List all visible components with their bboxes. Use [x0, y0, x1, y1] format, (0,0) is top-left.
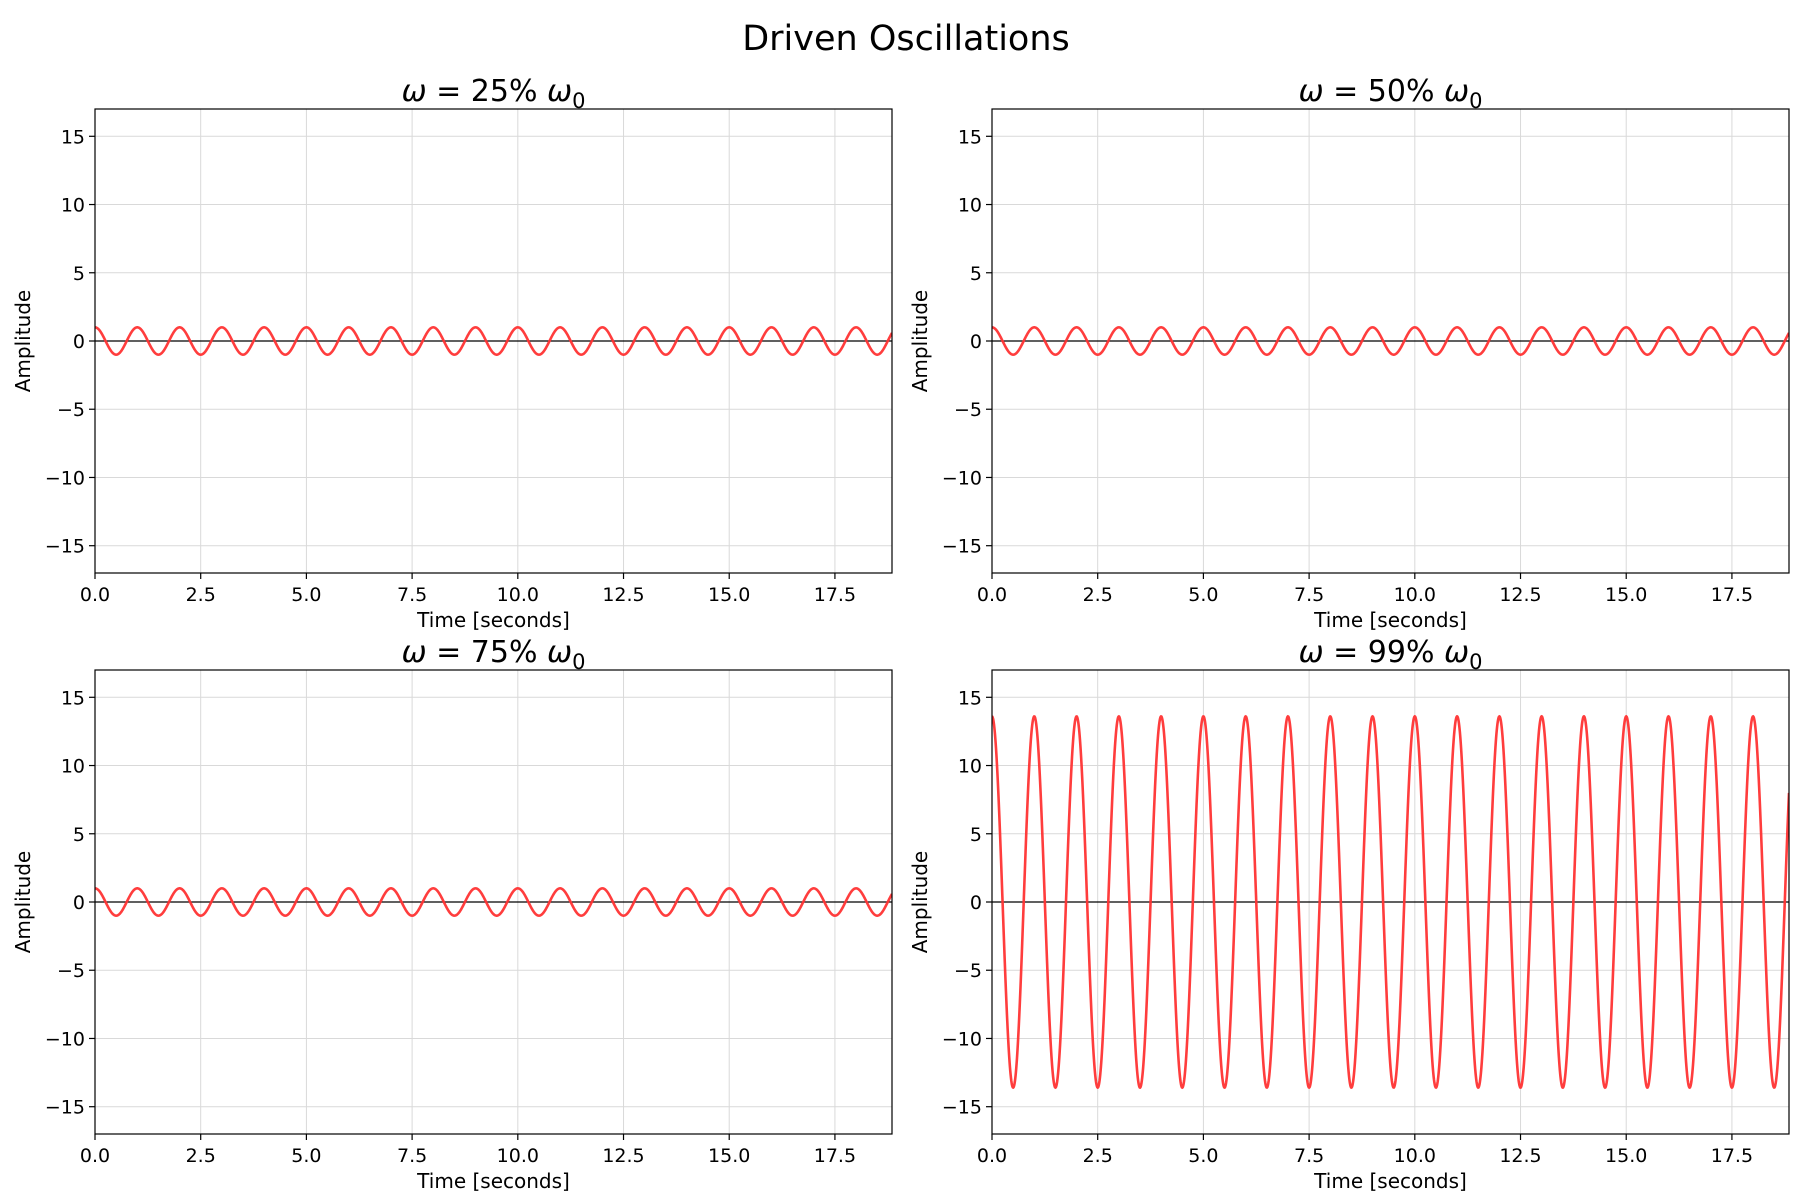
x-axis-label: Time [seconds] [1313, 608, 1467, 632]
x-tick-label: 7.5 [1294, 584, 1324, 606]
x-tick-label: 7.5 [397, 584, 427, 606]
x-tick-label: 5.0 [291, 1145, 321, 1167]
x-tick-label: 17.5 [814, 1145, 856, 1167]
x-tick-label: 7.5 [397, 1145, 427, 1167]
figure-title: Driven Oscillations [742, 19, 1070, 59]
y-tick-label: 5 [73, 263, 85, 285]
y-tick-label: −10 [45, 467, 85, 489]
y-tick-label: 5 [73, 824, 85, 846]
x-tick-label: 10.0 [1394, 1145, 1436, 1167]
x-tick-label: 0.0 [80, 1145, 110, 1167]
x-tick-label: 17.5 [1711, 1145, 1753, 1167]
y-tick-label: −15 [45, 536, 85, 558]
y-tick-label: 10 [958, 756, 982, 778]
x-tick-label: 2.5 [1083, 1145, 1113, 1167]
y-axis-label: Amplitude [908, 851, 932, 954]
y-tick-label: −5 [57, 399, 85, 421]
series-line-1 [95, 326, 892, 356]
subplot-2: 0.0 2.5 5.0 7.5 10.0 12.5 15.0 17.5 −15 −10 −5 0 5 10… [908, 74, 1790, 632]
y-tick-label: −10 [45, 1028, 85, 1050]
y-tick-label: −5 [954, 960, 982, 982]
x-tick-label: 0.0 [80, 584, 110, 606]
x-tick-label: 5.0 [291, 584, 321, 606]
series-line-1 [992, 326, 1789, 356]
x-tick-label: 2.5 [186, 584, 216, 606]
x-tick-label: 2.5 [186, 1145, 216, 1167]
y-tick-label: 10 [958, 195, 982, 217]
x-axis-label: Time [seconds] [1313, 1169, 1467, 1193]
y-tick-label: −15 [45, 1097, 85, 1119]
y-tick-label: 0 [970, 331, 982, 353]
series-line-1 [992, 714, 1789, 1090]
y-tick-label: −5 [954, 399, 982, 421]
y-tick-label: 0 [73, 331, 85, 353]
x-tick-label: 10.0 [497, 1145, 539, 1167]
x-tick-label: 15.0 [1605, 1145, 1647, 1167]
x-tick-label: 5.0 [1188, 1145, 1218, 1167]
subplot-title: ω = 50% ω0 [1298, 74, 1482, 113]
y-axis-label: Amplitude [908, 290, 932, 393]
subplot-grid: 0.0 2.5 5.0 7.5 10.0 12.5 15.0 17.5 −15 −10 −5 0 5 10… [11, 74, 1790, 1193]
x-axis-label: Time [seconds] [416, 1169, 570, 1193]
x-tick-label: 17.5 [814, 584, 856, 606]
x-tick-label: 2.5 [1083, 584, 1113, 606]
y-tick-label: 15 [61, 687, 85, 709]
y-tick-label: 15 [958, 687, 982, 709]
y-tick-label: −5 [57, 960, 85, 982]
y-tick-label: 0 [970, 892, 982, 914]
y-tick-label: −15 [942, 536, 982, 558]
y-tick-label: 15 [958, 126, 982, 148]
y-tick-label: 5 [970, 263, 982, 285]
y-tick-label: 15 [61, 126, 85, 148]
y-tick-label: −10 [942, 467, 982, 489]
y-tick-label: 10 [61, 756, 85, 778]
x-tick-label: 12.5 [602, 584, 644, 606]
subplot-title: ω = 99% ω0 [1298, 635, 1482, 674]
x-tick-label: 12.5 [602, 1145, 644, 1167]
x-tick-label: 15.0 [1605, 584, 1647, 606]
y-tick-label: 0 [73, 892, 85, 914]
x-tick-label: 0.0 [977, 1145, 1007, 1167]
y-tick-label: 5 [970, 824, 982, 846]
y-axis-label: Amplitude [11, 851, 35, 954]
y-axis-label: Amplitude [11, 290, 35, 393]
subplot-title: ω = 75% ω0 [401, 635, 585, 674]
series-line-1 [95, 887, 892, 917]
x-tick-label: 10.0 [497, 584, 539, 606]
x-tick-label: 5.0 [1188, 584, 1218, 606]
x-tick-label: 7.5 [1294, 1145, 1324, 1167]
y-tick-label: −15 [942, 1097, 982, 1119]
subplot-3: 0.0 2.5 5.0 7.5 10.0 12.5 15.0 17.5 −15 −10 −5 0 5 10… [11, 635, 893, 1193]
x-tick-label: 12.5 [1499, 584, 1541, 606]
y-tick-label: 10 [61, 195, 85, 217]
subplot-1: 0.0 2.5 5.0 7.5 10.0 12.5 15.0 17.5 −15 −10 −5 0 5 10… [11, 74, 893, 632]
y-tick-label: −10 [942, 1028, 982, 1050]
x-tick-label: 15.0 [708, 1145, 750, 1167]
x-tick-label: 15.0 [708, 584, 750, 606]
x-axis-label: Time [seconds] [416, 608, 570, 632]
x-tick-label: 0.0 [977, 584, 1007, 606]
subplot-title: ω = 25% ω0 [401, 74, 585, 113]
x-tick-label: 10.0 [1394, 584, 1436, 606]
x-tick-label: 17.5 [1711, 584, 1753, 606]
subplot-4: 0.0 2.5 5.0 7.5 10.0 12.5 15.0 17.5 −15 −10 −5 0 5 10… [908, 635, 1790, 1193]
x-tick-label: 12.5 [1499, 1145, 1541, 1167]
